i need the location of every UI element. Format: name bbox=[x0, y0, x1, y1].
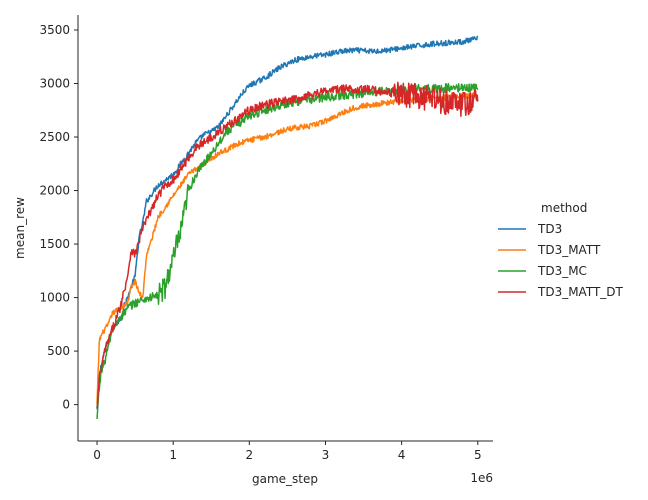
series-line-td3-mc bbox=[96, 82, 479, 420]
y-ticks: 0 500 1000 1500 2000 2500 3000 3500 bbox=[39, 23, 78, 412]
legend-label: TD3_MATT_DT bbox=[537, 285, 624, 299]
x-ticks: 0 1 2 3 4 5 bbox=[93, 441, 482, 462]
y-tick-label: 2000 bbox=[39, 184, 70, 198]
legend-items: TD3 TD3_MATT TD3_MC TD3_MATT_DT bbox=[498, 222, 624, 299]
y-tick-label: 3000 bbox=[39, 77, 70, 91]
series-line-td3-matt-dt bbox=[96, 81, 479, 408]
x-tick-label: 0 bbox=[93, 448, 101, 462]
legend: method TD3 TD3_MATT TD3_MC TD3_MATT_DT bbox=[498, 201, 624, 299]
x-tick-label: 1 bbox=[169, 448, 177, 462]
x-tick-label: 5 bbox=[474, 448, 482, 462]
legend-label: TD3 bbox=[537, 222, 562, 236]
y-tick-label: 0 bbox=[62, 398, 70, 412]
y-tick-label: 1000 bbox=[39, 291, 70, 305]
series-line-td3-matt bbox=[96, 91, 479, 404]
y-axis-label: mean_rew bbox=[13, 197, 27, 259]
series-line-td3 bbox=[96, 35, 479, 410]
plot-area: 0 1 2 3 4 5 0 500 1000 1500 2000 2500 3000 3500 bbox=[39, 15, 493, 462]
series-layer bbox=[96, 35, 479, 420]
legend-label: TD3_MC bbox=[537, 264, 587, 278]
y-tick-label: 1500 bbox=[39, 237, 70, 251]
y-tick-label: 500 bbox=[47, 344, 70, 358]
x-tick-label: 2 bbox=[246, 448, 254, 462]
y-tick-label: 3500 bbox=[39, 23, 70, 37]
y-tick-label: 2500 bbox=[39, 130, 70, 144]
x-tick-label: 3 bbox=[322, 448, 330, 462]
legend-title: method bbox=[541, 201, 587, 215]
x-axis-offset-label: 1e6 bbox=[470, 471, 493, 485]
x-tick-label: 4 bbox=[398, 448, 406, 462]
x-axis-label: game_step bbox=[252, 472, 318, 486]
legend-label: TD3_MATT bbox=[537, 243, 601, 257]
